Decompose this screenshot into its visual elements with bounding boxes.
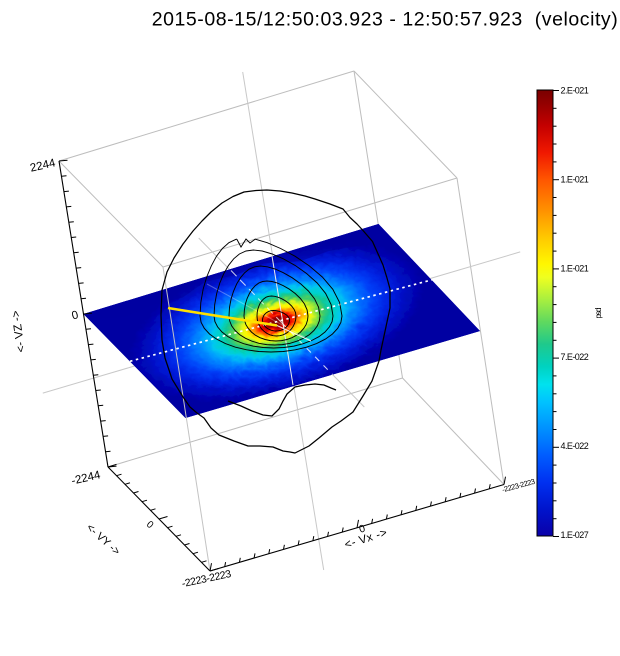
svg-text:-2223-2223: -2223-2223	[501, 477, 536, 494]
svg-text:<- Vx ->: <- Vx ->	[343, 527, 389, 551]
svg-text:2244: 2244	[29, 157, 57, 175]
svg-text:2.E-021: 2.E-021	[561, 86, 589, 96]
svg-text:<- VY ->: <- VY ->	[84, 522, 122, 558]
svg-text:-2244: -2244	[70, 469, 102, 487]
svg-text:-2223-2223: -2223-2223	[181, 568, 233, 590]
svg-text:0: 0	[144, 519, 156, 531]
svg-text:1.E-027: 1.E-027	[561, 530, 589, 540]
svg-text:7.E-022: 7.E-022	[561, 352, 589, 362]
svg-text:1.E-021: 1.E-021	[561, 264, 589, 274]
svg-text:<- VZ ->: <- VZ ->	[10, 309, 28, 353]
svg-text:4.E-022: 4.E-022	[561, 441, 589, 451]
svg-text:1.E-021: 1.E-021	[561, 175, 589, 185]
svg-text:psd: psd	[595, 308, 604, 318]
svg-text:2015-08-15/12:50:03.923 - 12:5: 2015-08-15/12:50:03.923 - 12:50:57.923 (…	[152, 9, 619, 31]
svg-text:0: 0	[358, 522, 367, 535]
svg-text:0: 0	[71, 309, 80, 322]
